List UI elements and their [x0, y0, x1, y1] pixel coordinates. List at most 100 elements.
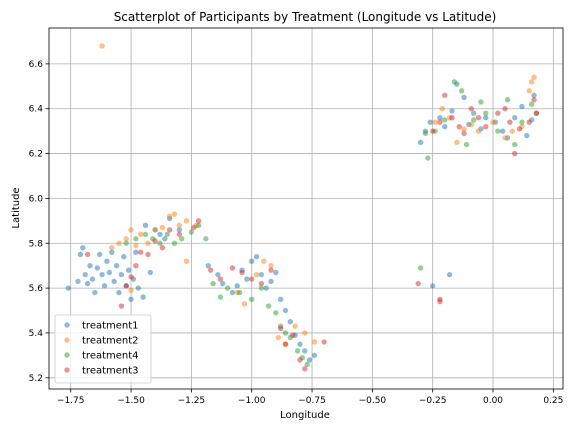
legend-marker — [64, 352, 70, 358]
data-point — [456, 123, 462, 130]
x-tick-label: 0.25 — [543, 396, 563, 406]
x-tick-label: −0.75 — [298, 396, 326, 406]
data-point — [526, 119, 532, 125]
y-tick-label: 5.6 — [29, 284, 44, 294]
data-point — [432, 119, 438, 125]
legend-label: treatment1 — [82, 321, 139, 332]
data-point — [439, 106, 446, 112]
data-point — [512, 114, 518, 121]
data-point — [504, 97, 511, 103]
data-point — [311, 339, 318, 345]
y-tick-label: 6.4 — [29, 105, 44, 115]
data-point — [133, 262, 139, 269]
data-point — [217, 294, 224, 300]
data-point — [176, 227, 183, 233]
data-point — [164, 231, 170, 237]
data-point — [531, 92, 537, 98]
y-tick-label: 5.4 — [29, 329, 44, 339]
x-tick-label: −1.50 — [117, 396, 145, 406]
data-point — [490, 119, 496, 125]
data-point — [171, 240, 178, 246]
data-point — [524, 132, 530, 139]
data-point — [133, 242, 139, 249]
data-point — [249, 296, 255, 303]
data-point — [253, 254, 260, 260]
data-point — [135, 285, 141, 291]
data-point — [176, 222, 183, 229]
data-point — [147, 269, 154, 276]
x-tick-label: 0.00 — [483, 396, 503, 406]
data-point — [475, 128, 482, 134]
data-point — [437, 114, 443, 121]
data-point — [195, 222, 202, 229]
data-point — [118, 303, 125, 309]
x-tick-label: −1.00 — [238, 396, 266, 406]
legend-label: treatment2 — [82, 336, 139, 347]
data-point — [128, 227, 134, 233]
y-axis-ticks: 5.2 5.4 5.6 5.8 6.0 6.2 6.4 6.6 — [29, 60, 49, 384]
data-point — [191, 224, 197, 231]
data-point — [290, 332, 296, 338]
data-point — [294, 348, 301, 354]
data-point — [263, 285, 269, 291]
data-point — [133, 249, 139, 255]
data-point — [442, 92, 448, 98]
data-point — [429, 128, 436, 134]
y-tick-label: 5.8 — [29, 239, 44, 249]
data-point — [253, 271, 260, 278]
data-point — [531, 74, 537, 81]
data-point — [123, 283, 129, 289]
y-axis-label: Latitude — [11, 187, 22, 228]
data-point — [297, 341, 303, 347]
data-point — [417, 139, 424, 146]
legend-marker — [64, 322, 70, 328]
data-point — [528, 79, 535, 85]
data-point — [142, 231, 149, 237]
data-point — [277, 325, 284, 332]
data-point — [273, 269, 279, 276]
data-point — [519, 103, 525, 110]
data-point — [101, 283, 108, 289]
data-point — [282, 330, 289, 336]
data-point — [287, 319, 294, 325]
x-tick-label: −0.50 — [359, 396, 387, 406]
data-point — [159, 224, 166, 231]
data-point — [449, 108, 455, 114]
data-point — [183, 258, 190, 264]
data-point — [483, 110, 489, 116]
data-point — [99, 43, 105, 49]
data-point — [152, 238, 158, 244]
data-point — [461, 130, 467, 137]
data-point — [125, 267, 132, 273]
data-point — [176, 231, 183, 237]
data-point — [96, 251, 103, 258]
data-point — [215, 271, 221, 278]
data-point — [159, 245, 166, 251]
data-point — [137, 231, 144, 237]
data-point — [229, 265, 236, 271]
data-point — [277, 296, 284, 303]
y-tick-label: 6.0 — [29, 194, 44, 204]
data-point — [236, 289, 243, 296]
data-point — [304, 361, 310, 368]
data-point — [128, 296, 134, 303]
data-point — [321, 339, 327, 345]
data-point — [87, 262, 93, 269]
data-point — [89, 276, 96, 282]
data-point — [302, 348, 308, 354]
data-point — [261, 258, 267, 264]
data-point — [210, 280, 216, 287]
data-point — [268, 278, 274, 285]
data-point — [224, 285, 231, 291]
data-point — [104, 258, 110, 264]
data-point — [483, 114, 489, 121]
data-point — [244, 276, 250, 282]
x-axis-ticks: −1.75 −1.50 −1.25 −1.00 −0.75 −0.50 −0.25 0.00 0… — [57, 389, 563, 406]
data-point — [533, 110, 540, 116]
data-point — [82, 271, 88, 278]
data-point — [84, 280, 91, 287]
data-point — [471, 117, 477, 123]
data-point — [265, 303, 272, 309]
data-point — [437, 298, 443, 305]
data-point — [475, 114, 482, 121]
